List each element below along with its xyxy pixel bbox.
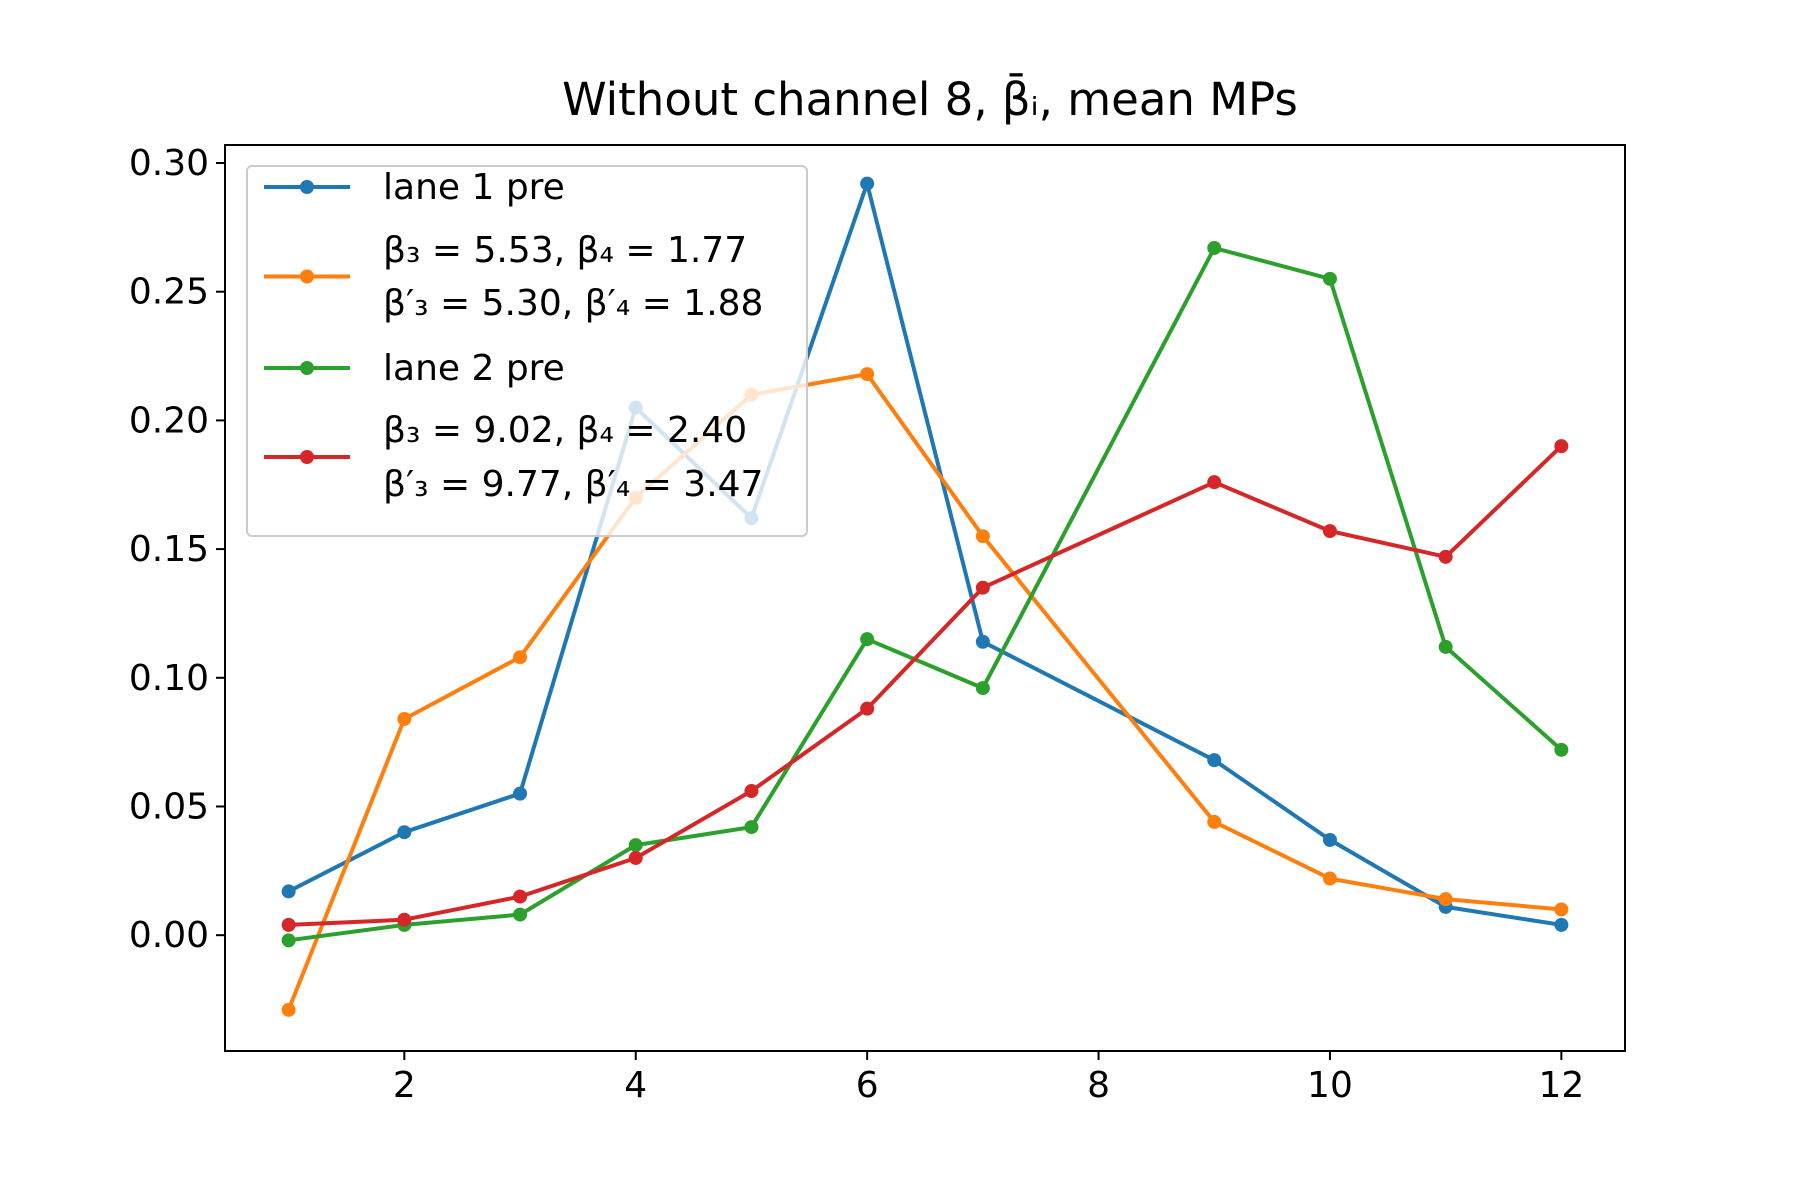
y-tick-label: 0.05	[129, 786, 209, 827]
legend-label-4-line-1: β₃ = 9.02, β₄ = 2.40	[383, 410, 747, 451]
data-point-series-4	[513, 889, 528, 904]
x-tick-label: 12	[1538, 1065, 1584, 1106]
data-point-series-4	[1438, 549, 1453, 564]
data-point-series-3	[975, 681, 990, 696]
data-point-series-4	[860, 701, 875, 716]
legend-marker-2	[300, 269, 314, 284]
data-point-series-2	[860, 367, 875, 382]
x-tick-label: 6	[856, 1065, 879, 1106]
data-point-series-3	[744, 820, 759, 835]
data-point-series-2	[1322, 871, 1337, 886]
y-tick-label: 0.10	[129, 658, 209, 699]
plot-area	[281, 176, 1569, 1017]
y-tick-label: 0.15	[129, 529, 209, 570]
data-point-series-2	[281, 1002, 296, 1017]
data-point-series-4	[1322, 524, 1337, 539]
data-point-series-1	[1322, 832, 1337, 847]
data-point-series-3	[281, 933, 296, 948]
y-tick-label: 0.20	[129, 400, 209, 441]
chart-title: Without channel 8, β̄ᵢ, mean MPs	[562, 73, 1298, 126]
legend: lane 1 pre β₃ = 5.53, β₄ = 1.77 β′₃ = 5.30…	[246, 165, 808, 537]
x-tick-label: 8	[1087, 1065, 1110, 1106]
data-point-series-3	[1438, 639, 1453, 654]
x-tick-label: 2	[393, 1065, 416, 1106]
data-point-series-4	[628, 850, 643, 865]
y-tick-label: 0.30	[129, 143, 209, 184]
data-point-series-3	[513, 907, 528, 922]
y-tick-label: 0.00	[129, 915, 209, 956]
data-point-series-1	[975, 634, 990, 649]
data-point-series-3	[628, 838, 643, 853]
data-point-series-3	[1554, 742, 1569, 757]
data-point-series-2	[397, 711, 412, 726]
data-point-series-2	[1554, 902, 1569, 917]
y-tick-label: 0.25	[129, 272, 209, 313]
data-point-series-4	[397, 912, 412, 927]
axes-frame	[224, 144, 1626, 1052]
legend-marker-1	[300, 180, 314, 194]
data-point-series-2	[975, 529, 990, 544]
x-tick-label: 10	[1307, 1065, 1353, 1106]
legend-label-3: lane 2 pre	[383, 348, 565, 389]
legend-label-2-line-2: β′₃ = 5.30, β′₄ = 1.88	[383, 283, 763, 324]
x-tick-label: 4	[624, 1065, 647, 1106]
legend-label-2-line-1: β₃ = 5.53, β₄ = 1.77	[383, 230, 747, 271]
data-point-series-1	[1207, 753, 1222, 768]
data-point-series-3	[1322, 271, 1337, 286]
data-point-series-2	[1207, 814, 1222, 829]
data-point-series-1	[397, 825, 412, 840]
data-point-series-4	[744, 784, 759, 799]
data-point-series-2	[1438, 892, 1453, 907]
data-point-series-1	[281, 884, 296, 899]
data-point-series-4	[281, 917, 296, 932]
legend-marker-4	[300, 450, 314, 464]
legend-marker-3	[300, 361, 314, 375]
data-point-series-4	[1207, 475, 1222, 490]
data-point-series-4	[975, 580, 990, 595]
data-point-series-1	[860, 176, 875, 191]
legend-box	[246, 165, 808, 537]
legend-label-4-line-2: β′₃ = 9.77, β′₄ = 3.47	[383, 464, 763, 505]
data-point-series-1	[513, 786, 528, 801]
data-point-series-3	[1207, 240, 1222, 255]
legend-label-1: lane 1 pre	[383, 167, 565, 208]
data-point-series-3	[860, 632, 875, 647]
data-point-series-2	[513, 650, 528, 665]
data-point-series-4	[1554, 439, 1569, 454]
data-point-series-1	[1554, 917, 1569, 932]
